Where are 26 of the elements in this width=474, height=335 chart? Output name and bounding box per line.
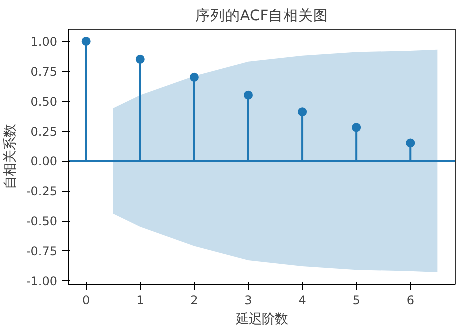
x-tick-label: 6 bbox=[406, 294, 414, 308]
point bbox=[244, 90, 253, 100]
point bbox=[406, 138, 416, 148]
y-tick-label: 0.50 bbox=[30, 94, 58, 109]
x-tick-label: 4 bbox=[298, 294, 306, 308]
x-tick-label: 1 bbox=[136, 294, 144, 308]
y-tick-label: -0.25 bbox=[26, 184, 58, 199]
y-tick-label: 1.00 bbox=[30, 34, 58, 49]
y-tick-label: 0.25 bbox=[30, 124, 58, 139]
y-axis-title: 自相关系数 bbox=[3, 124, 18, 190]
chart-title: 序列的ACF自相关图 bbox=[195, 8, 329, 24]
point bbox=[136, 54, 145, 64]
y-tick-label: 0.75 bbox=[30, 64, 58, 79]
x-axis-title: 延迟阶数 bbox=[235, 312, 288, 328]
x-tick-label: 3 bbox=[244, 294, 252, 308]
point bbox=[190, 72, 199, 82]
x-tick-label: 2 bbox=[190, 294, 198, 308]
point bbox=[352, 123, 362, 132]
x-tick-label: 0 bbox=[82, 294, 90, 308]
y-tick-label: -0.75 bbox=[26, 244, 58, 258]
point bbox=[298, 108, 308, 117]
y-tick-label: -1.00 bbox=[26, 274, 58, 288]
point bbox=[82, 36, 91, 46]
x-tick-label: 5 bbox=[352, 294, 360, 308]
y-tick-label: 0.00 bbox=[30, 154, 58, 169]
y-tick-label: -0.50 bbox=[26, 214, 58, 229]
